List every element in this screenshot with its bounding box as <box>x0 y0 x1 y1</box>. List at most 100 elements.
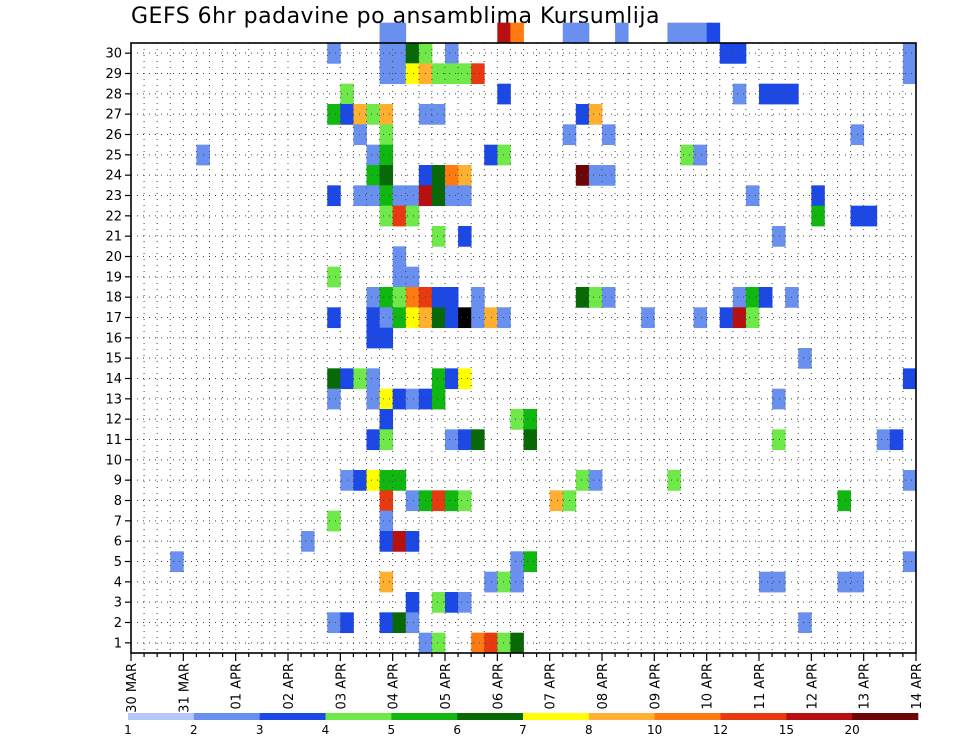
heatmap-cell <box>706 22 721 44</box>
heatmap-cell <box>366 287 380 308</box>
heatmap-cell <box>902 63 917 85</box>
y-tick-label: 29 <box>105 67 122 82</box>
colorbar-label: 12 <box>713 723 728 737</box>
heatmap-cell <box>484 307 498 329</box>
heatmap-cell <box>549 490 564 512</box>
heatmap-cell <box>575 22 590 44</box>
heatmap-cell <box>392 531 407 552</box>
heatmap-cell <box>772 571 786 593</box>
y-tick-label: 10 <box>105 453 122 468</box>
heatmap-cell <box>772 83 786 105</box>
colorbar-label: 15 <box>779 723 794 737</box>
heatmap-cell <box>327 43 341 64</box>
heatmap-cell <box>602 124 616 146</box>
y-tick-label: 22 <box>105 209 122 224</box>
heatmap-cell <box>392 307 407 329</box>
y-tick-label: 17 <box>105 311 122 326</box>
heatmap-cell <box>876 429 891 451</box>
heatmap-cell <box>366 470 380 491</box>
heatmap-cell <box>458 490 472 512</box>
colorbar-swatch <box>720 713 787 720</box>
heatmap-cell <box>379 307 394 329</box>
heatmap-cell <box>497 632 511 654</box>
heatmap-cell <box>719 307 734 329</box>
heatmap-cell <box>772 226 786 247</box>
heatmap-cell <box>772 388 786 410</box>
heatmap-cell <box>445 165 459 186</box>
y-tick-label: 25 <box>105 148 122 163</box>
heatmap-cell <box>732 307 747 329</box>
heatmap-cell <box>811 185 825 207</box>
x-tick-label: 01 APR <box>230 663 245 709</box>
heatmap-cell <box>458 307 472 329</box>
heatmap-cells <box>170 22 917 654</box>
heatmap-cell <box>719 43 734 64</box>
heatmap-cell <box>445 185 459 207</box>
heatmap-cell <box>327 510 341 532</box>
colorbar-label: 1 <box>124 723 132 737</box>
heatmap-cell <box>837 571 851 593</box>
y-tick-label: 30 <box>105 47 122 62</box>
colorbar-swatch <box>786 713 853 720</box>
heatmap-cell <box>379 571 394 593</box>
y-tick-label: 7 <box>114 514 122 529</box>
heatmap-cell <box>327 266 341 288</box>
heatmap-cell <box>745 185 760 207</box>
heatmap-cell <box>366 144 380 166</box>
heatmap-cell <box>471 632 485 654</box>
heatmap-cell <box>510 632 524 654</box>
heatmap-cell <box>379 144 394 166</box>
x-tick-label: 08 APR <box>596 663 611 709</box>
x-tick-label: 14 APR <box>910 663 925 709</box>
heatmap-cell <box>379 124 394 146</box>
y-tick-label: 19 <box>105 270 122 285</box>
heatmap-cell <box>405 307 420 329</box>
heatmap-cell <box>902 470 917 491</box>
heatmap-cell <box>484 144 498 166</box>
heatmap-cell <box>431 368 446 390</box>
heatmap-cell <box>366 388 380 410</box>
heatmap-cell <box>405 531 420 552</box>
colorbar-label: 3 <box>256 723 264 737</box>
y-tick-label: 16 <box>105 331 122 346</box>
x-axis: 30 MAR 31 MAR 01 APR 02 APR 03 APR 04 APR 05 A… <box>125 653 925 713</box>
heatmap-cell <box>902 551 917 573</box>
heatmap-cell <box>759 83 773 105</box>
heatmap-cell <box>602 287 616 308</box>
y-tick-label: 14 <box>105 372 122 387</box>
x-tick-label: 12 APR <box>805 663 820 709</box>
colorbar-swatch <box>128 713 195 720</box>
heatmap-cell <box>445 63 459 85</box>
heatmap-cell <box>405 388 420 410</box>
heatmap-cell <box>366 307 380 329</box>
heatmap-cell <box>693 22 708 44</box>
heatmap-cell <box>327 368 341 390</box>
x-tick-label: 02 APR <box>282 663 297 709</box>
heatmap-cell <box>301 531 315 552</box>
heatmap-cell <box>379 409 394 430</box>
heatmap-cell <box>837 490 851 512</box>
heatmap-cell <box>889 429 904 451</box>
heatmap-cell <box>772 429 786 451</box>
colorbar-label: 7 <box>519 723 527 737</box>
heatmap-cell <box>379 104 394 125</box>
heatmap-cell <box>327 307 341 329</box>
colorbar-swatch <box>588 713 655 720</box>
heatmap-cell <box>392 470 407 491</box>
y-tick-label: 24 <box>105 169 122 184</box>
y-tick-label: 26 <box>105 128 122 143</box>
y-tick-label: 15 <box>105 352 122 367</box>
heatmap-cell <box>392 22 407 44</box>
heatmap-cell <box>366 185 380 207</box>
heatmap-cell <box>353 124 367 146</box>
heatmap-cell <box>379 43 394 64</box>
heatmap-cell <box>575 287 590 308</box>
heatmap-cell <box>693 144 708 166</box>
y-axis: 1234567891011121314151617181920212223242… <box>105 47 131 651</box>
heatmap-cell <box>458 429 472 451</box>
heatmap-cell <box>392 185 407 207</box>
heatmap-cell <box>405 592 420 613</box>
heatmap-cell <box>732 43 747 64</box>
heatmap-cell <box>615 22 629 44</box>
y-tick-label: 27 <box>105 108 122 123</box>
